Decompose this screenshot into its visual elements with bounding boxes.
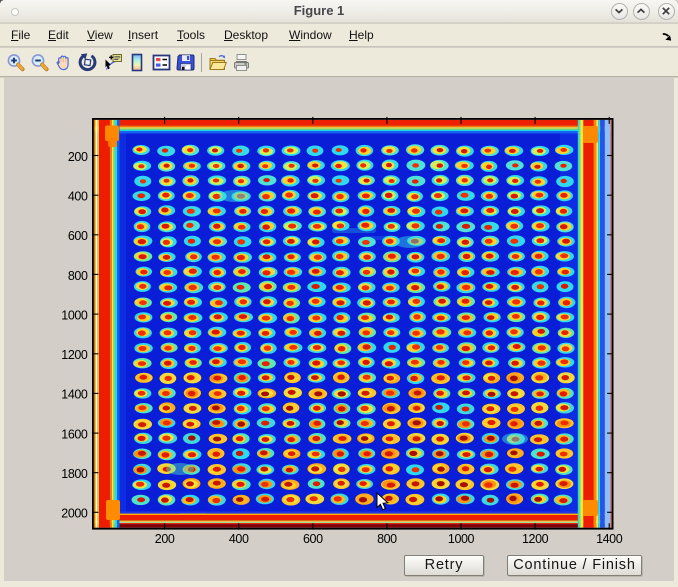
svg-text:1000: 1000 [61,308,88,322]
svg-text:800: 800 [377,532,397,546]
svg-text:400: 400 [68,190,88,204]
svg-text:1400: 1400 [596,532,623,546]
svg-text:400: 400 [229,532,249,546]
svg-text:1600: 1600 [61,427,88,441]
svg-text:1200: 1200 [61,348,88,362]
svg-text:600: 600 [303,532,323,546]
svg-text:1200: 1200 [522,532,549,546]
svg-text:2000: 2000 [61,507,88,521]
svg-text:200: 200 [68,150,88,164]
svg-text:600: 600 [68,229,88,243]
svg-text:800: 800 [68,269,88,283]
svg-text:200: 200 [155,532,175,546]
svg-text:1800: 1800 [61,467,88,481]
svg-text:1000: 1000 [448,532,475,546]
svg-text:1400: 1400 [61,388,88,402]
